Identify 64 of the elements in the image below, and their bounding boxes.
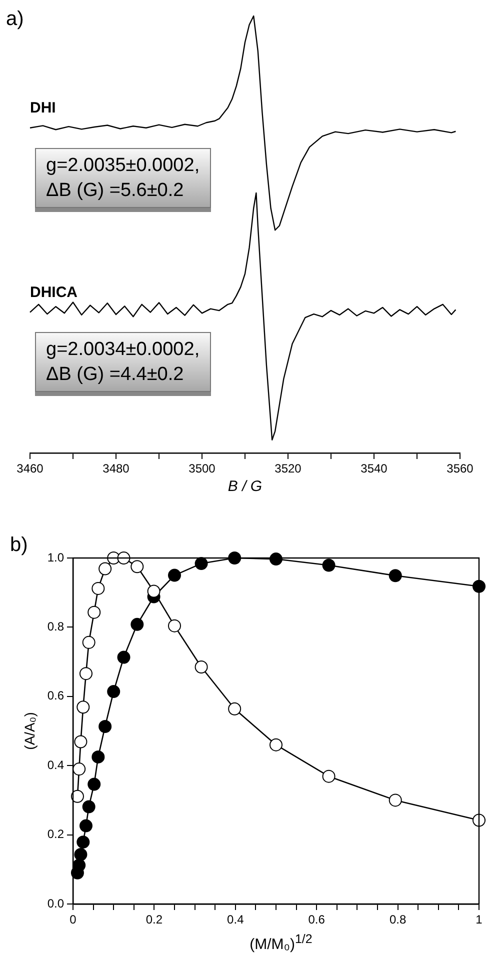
point: [228, 702, 242, 716]
point: [472, 814, 486, 827]
x-tick-label: 0.2: [146, 912, 163, 927]
y-axis-title: (A/A₀): [21, 712, 38, 750]
point: [92, 750, 105, 764]
x-tick-label: 0.6: [308, 912, 326, 927]
chart-title: a): [6, 8, 24, 31]
point: [130, 618, 144, 631]
point: [92, 582, 105, 595]
point: [82, 800, 96, 814]
point: [322, 770, 336, 783]
point: [117, 552, 130, 564]
chart-title: b): [10, 534, 28, 557]
x-tick-label: 3500: [188, 462, 216, 476]
point: [228, 552, 242, 564]
point: [194, 660, 208, 674]
y-tick-label: 0.6: [47, 688, 64, 703]
point: [76, 700, 90, 714]
point: [74, 848, 88, 862]
point: [82, 636, 96, 649]
y-tick-label: 0.2: [47, 827, 64, 842]
x-tick-label: 1: [476, 912, 483, 927]
point: [72, 858, 86, 872]
x-axis-title: (M/M₀)$^{1/2}$: [248, 932, 314, 953]
point: [74, 735, 88, 748]
point: [79, 667, 92, 680]
point: [98, 720, 112, 733]
y-tick-label: 0.4: [47, 758, 64, 772]
x-tick-label: 3480: [102, 462, 130, 476]
x-axis-title: B / G: [228, 478, 262, 496]
x-tick-label: 3560: [446, 462, 474, 476]
point: [270, 738, 282, 752]
point: [168, 568, 181, 582]
point: [388, 569, 402, 582]
point: [270, 552, 282, 566]
point: [72, 762, 86, 776]
y-tick-label: 1.0: [47, 550, 64, 564]
point: [107, 685, 120, 698]
point: [76, 836, 90, 849]
point: [322, 558, 336, 572]
annotation: g=2.0034±0.0002, ΔB (G) =4.4±0.2: [35, 332, 211, 392]
x-tick-label: 3540: [360, 462, 388, 476]
point: [194, 557, 208, 570]
x-tick-label: 3460: [16, 462, 44, 476]
point: [168, 619, 181, 632]
x-tick-label: 0.4: [227, 912, 244, 927]
point: [79, 819, 92, 832]
point: [88, 778, 101, 791]
point: [70, 790, 84, 803]
point: [388, 794, 402, 807]
point: [147, 584, 160, 598]
point: [472, 580, 486, 593]
x-tick-label: 3520: [274, 462, 302, 476]
point: [130, 560, 144, 574]
y-tick-label: 0.0: [47, 896, 64, 910]
x-tick-label: 0: [70, 912, 77, 927]
series-label: DHI: [30, 100, 56, 117]
annotation: g=2.0035±0.0002, ΔB (G) =5.6±0.2: [35, 148, 211, 208]
x-tick-label: 0.8: [389, 912, 406, 927]
point: [98, 562, 112, 576]
y-tick-label: 0.8: [47, 620, 64, 634]
series-label: DHICA: [30, 284, 78, 301]
point: [88, 606, 101, 619]
point: [117, 650, 130, 664]
